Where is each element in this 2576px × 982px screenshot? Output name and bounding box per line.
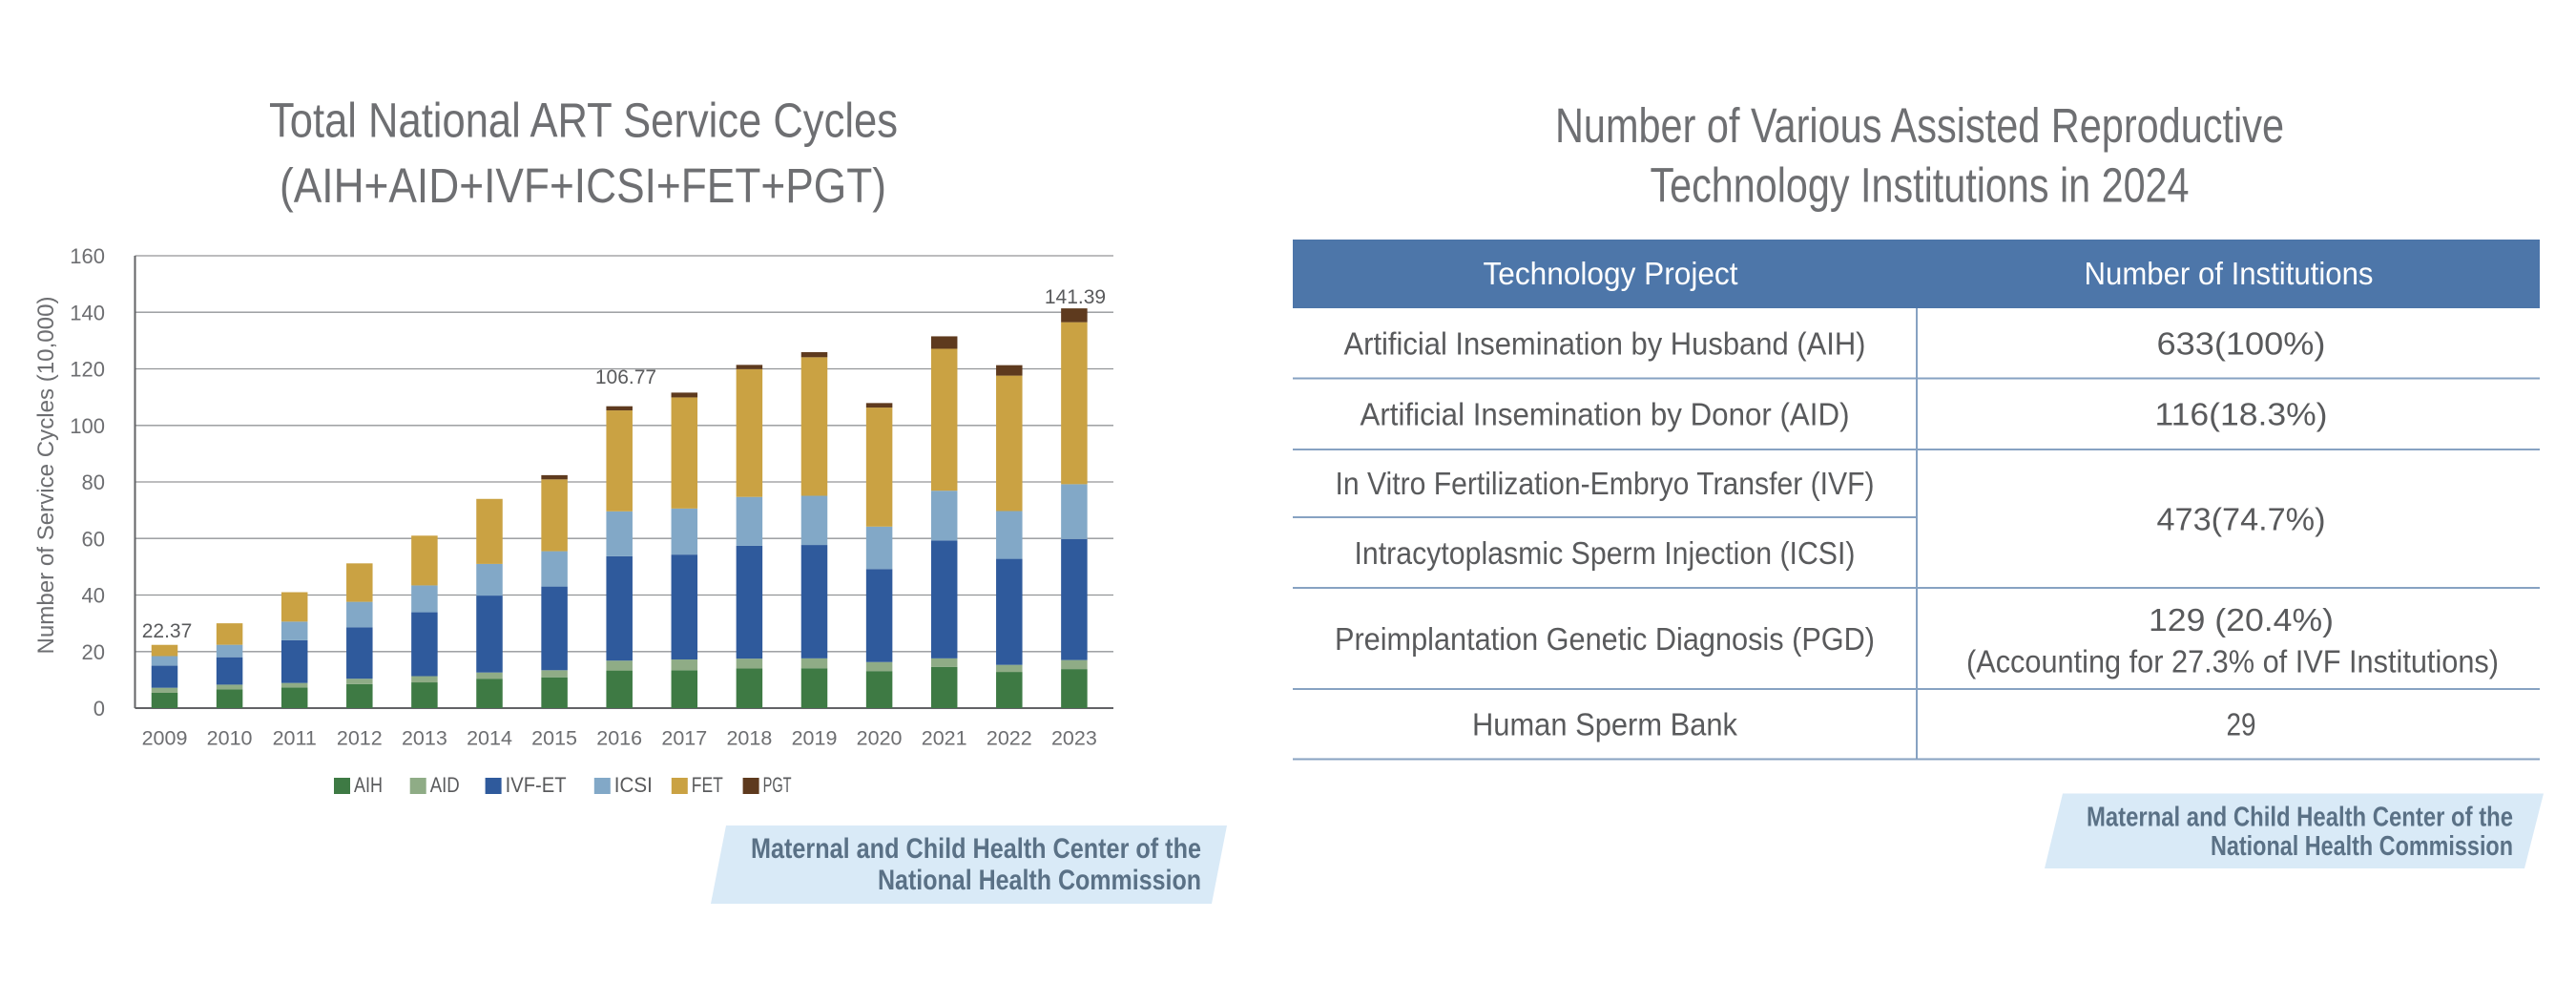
svg-text:2009: 2009: [142, 727, 188, 750]
svg-text:FET: FET: [692, 773, 723, 797]
svg-text:2010: 2010: [207, 727, 253, 750]
svg-text:40: 40: [82, 584, 105, 608]
svg-text:Technology Institutions in 202: Technology Institutions in 2024: [1651, 158, 2190, 213]
svg-text:160: 160: [70, 244, 105, 268]
svg-text:2016: 2016: [596, 727, 642, 750]
svg-text:473(74.7%): 473(74.7%): [2157, 502, 2326, 537]
svg-text:Human Sperm Bank: Human Sperm Bank: [1472, 707, 1737, 742]
svg-text:Technology Project: Technology Project: [1484, 256, 1738, 291]
svg-text:(Accounting for 27.3% of IVF I: (Accounting for 27.3% of IVF Institution…: [1966, 644, 2499, 679]
svg-text:Preimplantation Genetic Diagno: Preimplantation Genetic Diagnosis (PGD): [1335, 621, 1875, 657]
svg-text:141.39: 141.39: [1045, 286, 1106, 308]
svg-text:2015: 2015: [531, 727, 577, 750]
svg-text:IVF-ET: IVF-ET: [506, 773, 567, 797]
svg-text:2023: 2023: [1051, 727, 1097, 750]
svg-text:Number of Service Cycles (10,0: Number of Service Cycles (10,000): [33, 297, 59, 655]
svg-text:2019: 2019: [792, 727, 838, 750]
svg-text:106.77: 106.77: [595, 366, 656, 388]
svg-text:PGT: PGT: [763, 773, 792, 797]
svg-text:AIH: AIH: [354, 773, 383, 797]
svg-text:Maternal and Child Health Cent: Maternal and Child Health Center of the: [2087, 803, 2513, 833]
svg-text:80: 80: [82, 470, 105, 494]
svg-text:National Health Commission: National Health Commission: [2211, 831, 2513, 862]
svg-text:Artificial Insemination by Don: Artificial Insemination by Donor (AID): [1361, 397, 1850, 432]
svg-text:Artificial Insemination by Hus: Artificial Insemination by Husband (AIH): [1344, 326, 1866, 362]
svg-text:120: 120: [70, 358, 105, 382]
svg-text:129 (20.4%): 129 (20.4%): [2149, 602, 2334, 637]
svg-text:2020: 2020: [857, 727, 903, 750]
svg-text:In Vitro Fertilization-Embryo: In Vitro Fertilization-Embryo Transfer (…: [1336, 466, 1875, 501]
svg-text:116(18.3%): 116(18.3%): [2155, 397, 2328, 432]
svg-text:Maternal and Child Health Cent: Maternal and Child Health Center of the: [751, 833, 1201, 865]
svg-text:2013: 2013: [402, 727, 447, 750]
svg-text:2017: 2017: [661, 727, 707, 750]
svg-text:140: 140: [70, 301, 105, 324]
svg-text:2014: 2014: [467, 727, 512, 750]
svg-text:Number of Institutions: Number of Institutions: [2085, 256, 2374, 291]
svg-text:2011: 2011: [273, 727, 317, 750]
svg-text:AID: AID: [430, 773, 460, 797]
svg-text:ICSI: ICSI: [614, 773, 653, 797]
svg-text:633(100%): 633(100%): [2157, 326, 2326, 362]
svg-text:(AIH+AID+IVF+ICSI+FET+PGT): (AIH+AID+IVF+ICSI+FET+PGT): [280, 158, 886, 213]
svg-text:2012: 2012: [337, 727, 383, 750]
svg-text:Intracytoplasmic Sperm Injecti: Intracytoplasmic Sperm Injection (ICSI): [1355, 535, 1856, 571]
svg-text:29: 29: [2227, 707, 2256, 742]
svg-text:2021: 2021: [922, 727, 967, 750]
svg-text:Total National ART Service Cyc: Total National ART Service Cycles: [269, 94, 898, 148]
svg-text:2018: 2018: [726, 727, 772, 750]
svg-text:20: 20: [82, 640, 105, 664]
svg-text:22.37: 22.37: [142, 620, 193, 642]
svg-text:0: 0: [93, 697, 105, 721]
svg-text:National Health Commission: National Health Commission: [878, 865, 1201, 896]
svg-text:2022: 2022: [987, 727, 1032, 750]
svg-text:60: 60: [82, 527, 105, 551]
svg-text:100: 100: [70, 414, 105, 438]
svg-text:Number of Various Assisted Rep: Number of Various Assisted Reproductive: [1555, 98, 2284, 153]
